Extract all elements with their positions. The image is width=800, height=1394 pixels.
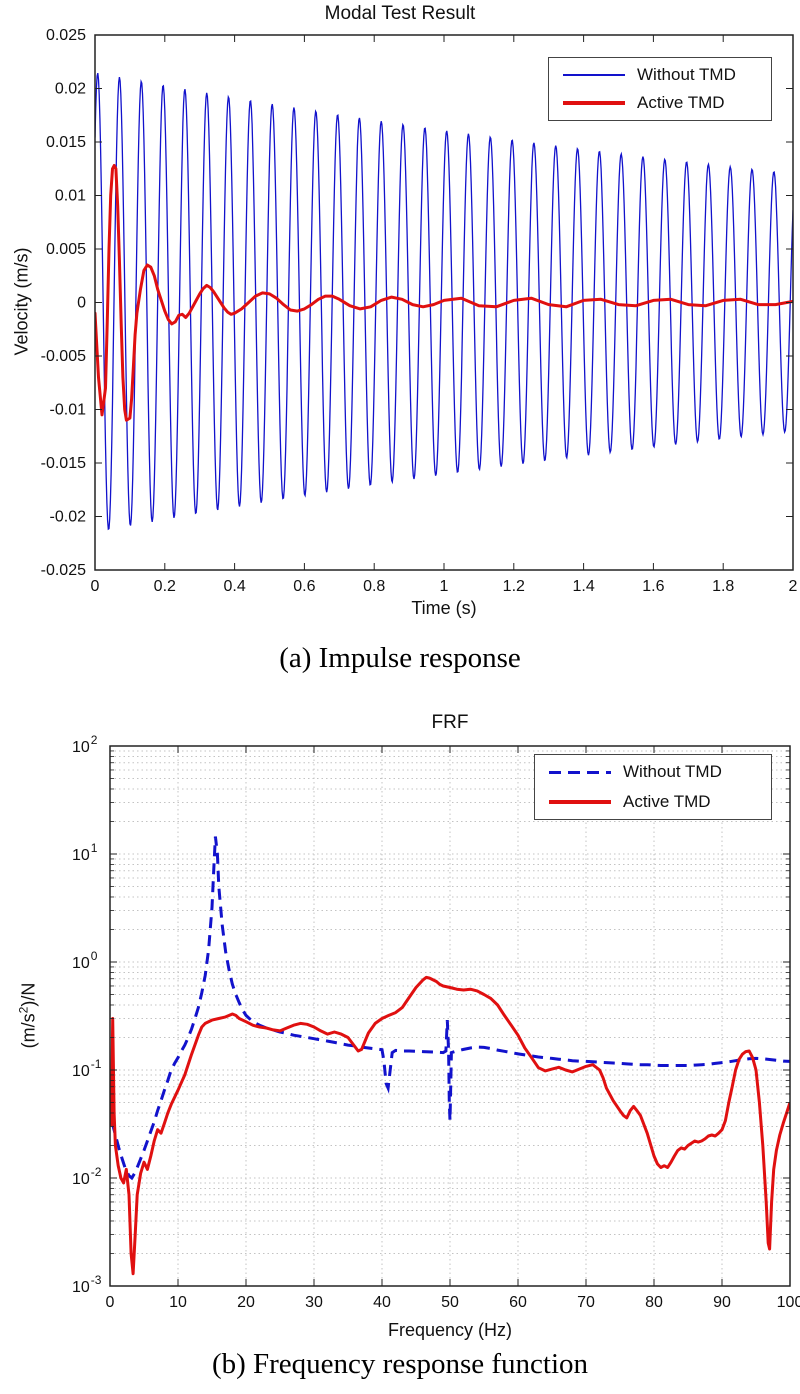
- chart-b-ylabel: (m/s2)/N: [17, 936, 40, 1096]
- tick-label: 10-1: [72, 1057, 102, 1080]
- tick-label: 60: [509, 1294, 527, 1311]
- active-tmd-line-sample: [549, 799, 611, 804]
- without-tmd-frf-curve: [110, 836, 790, 1181]
- impulse-response-chart: 0 0.2 0.4 0.6 0.8 1 1.2 1.4 1.6 1.8 2 0.025 0.02 0.01…: [41, 27, 798, 595]
- chart-b-ylabel-post: )/N: [18, 982, 39, 1007]
- tick-label: 0.02: [55, 81, 86, 98]
- without-tmd-dashed-line-sample: [549, 770, 611, 774]
- tick-label: 0.01: [55, 188, 86, 205]
- chart-a-legend: Without TMD Active TMD: [548, 57, 772, 121]
- grid: [110, 746, 790, 1286]
- tick-label: 0: [91, 578, 100, 595]
- tick-label: 40: [373, 1294, 391, 1311]
- chart-a-ylabel: Velocity (m/s): [11, 247, 32, 356]
- legend-entry-active-tmd: Active TMD: [549, 791, 771, 814]
- tick-label: 10: [169, 1294, 187, 1311]
- tick-label: 0.4: [223, 578, 245, 595]
- legend-label-active-tmd: Active TMD: [623, 791, 711, 811]
- chart-b-ylabel-pre: (m/s: [18, 1013, 39, 1049]
- frf-chart: 0 10 20 30 40 50 60 70 80 90 100 102 101 100 10-1 10-2 1…: [72, 733, 800, 1311]
- tick-label: 0.025: [46, 27, 86, 44]
- tick-label: -0.015: [41, 455, 86, 472]
- chart-b-ylabel-sup: 2: [16, 1006, 31, 1014]
- tick-label: 50: [441, 1294, 459, 1311]
- tick-label: 90: [713, 1294, 731, 1311]
- tick-label: 1.8: [712, 578, 734, 595]
- tick-label: 10-2: [72, 1165, 102, 1188]
- chart-a-xlabel: Time (s): [411, 598, 477, 618]
- legend-label-without-tmd: Without TMD: [637, 64, 736, 84]
- tick-label: 10-3: [72, 1273, 102, 1296]
- tick-label: 0.005: [46, 241, 86, 258]
- chart-b-title: FRF: [431, 712, 469, 733]
- tick-label: 102: [72, 733, 98, 756]
- tick-label: 1.6: [642, 578, 664, 595]
- tick-label: 1: [440, 578, 449, 595]
- tick-label: 1.2: [503, 578, 525, 595]
- chart-a-axes: 0 0.2 0.4 0.6 0.8 1 1.2 1.4 1.6 1.8 2 0.025 0.02 0.01…: [41, 27, 798, 595]
- legend-label-active-tmd: Active TMD: [637, 93, 725, 113]
- tick-label: 0: [77, 295, 86, 312]
- tick-label: 0.6: [293, 578, 315, 595]
- tick-label: 1.4: [572, 578, 594, 595]
- without-tmd-line-sample: [563, 73, 625, 76]
- chart-b-xlabel: Frequency (Hz): [387, 1320, 513, 1340]
- legend-entry-without-tmd: Without TMD: [549, 761, 771, 784]
- tick-label: 20: [237, 1294, 255, 1311]
- active-tmd-frf-curve: [110, 975, 790, 1276]
- tick-label: -0.02: [50, 509, 87, 526]
- tick-label: 0: [106, 1294, 115, 1311]
- tick-label: 100: [72, 949, 98, 972]
- without-tmd-curve: [95, 72, 793, 531]
- tick-label: -0.025: [41, 562, 86, 579]
- legend-label-without-tmd: Without TMD: [623, 762, 722, 782]
- tick-label: 70: [577, 1294, 595, 1311]
- active-tmd-curve: [95, 164, 793, 422]
- tick-label: 0.8: [363, 578, 385, 595]
- chart-b-series: [110, 836, 790, 1276]
- tick-label: 100: [777, 1294, 800, 1311]
- legend-entry-without-tmd: Without TMD: [563, 64, 771, 86]
- tick-label: -0.005: [41, 348, 86, 365]
- caption-a: (a) Impulse response: [279, 642, 521, 674]
- tick-label: 80: [645, 1294, 663, 1311]
- tick-label: -0.01: [50, 402, 87, 419]
- tick-label: 2: [789, 578, 798, 595]
- tick-label: 30: [305, 1294, 323, 1311]
- chart-a-series: [95, 72, 793, 531]
- tick-label: 0.015: [46, 134, 86, 151]
- tick-label: 101: [72, 841, 98, 864]
- chart-a-title: Modal Test Result: [324, 3, 476, 24]
- active-tmd-line-sample: [563, 101, 625, 106]
- legend-entry-active-tmd: Active TMD: [563, 93, 771, 115]
- caption-b: (b) Frequency response function: [211, 1348, 589, 1380]
- chart-b-legend: Without TMD Active TMD: [534, 754, 772, 820]
- tick-label: 0.2: [154, 578, 176, 595]
